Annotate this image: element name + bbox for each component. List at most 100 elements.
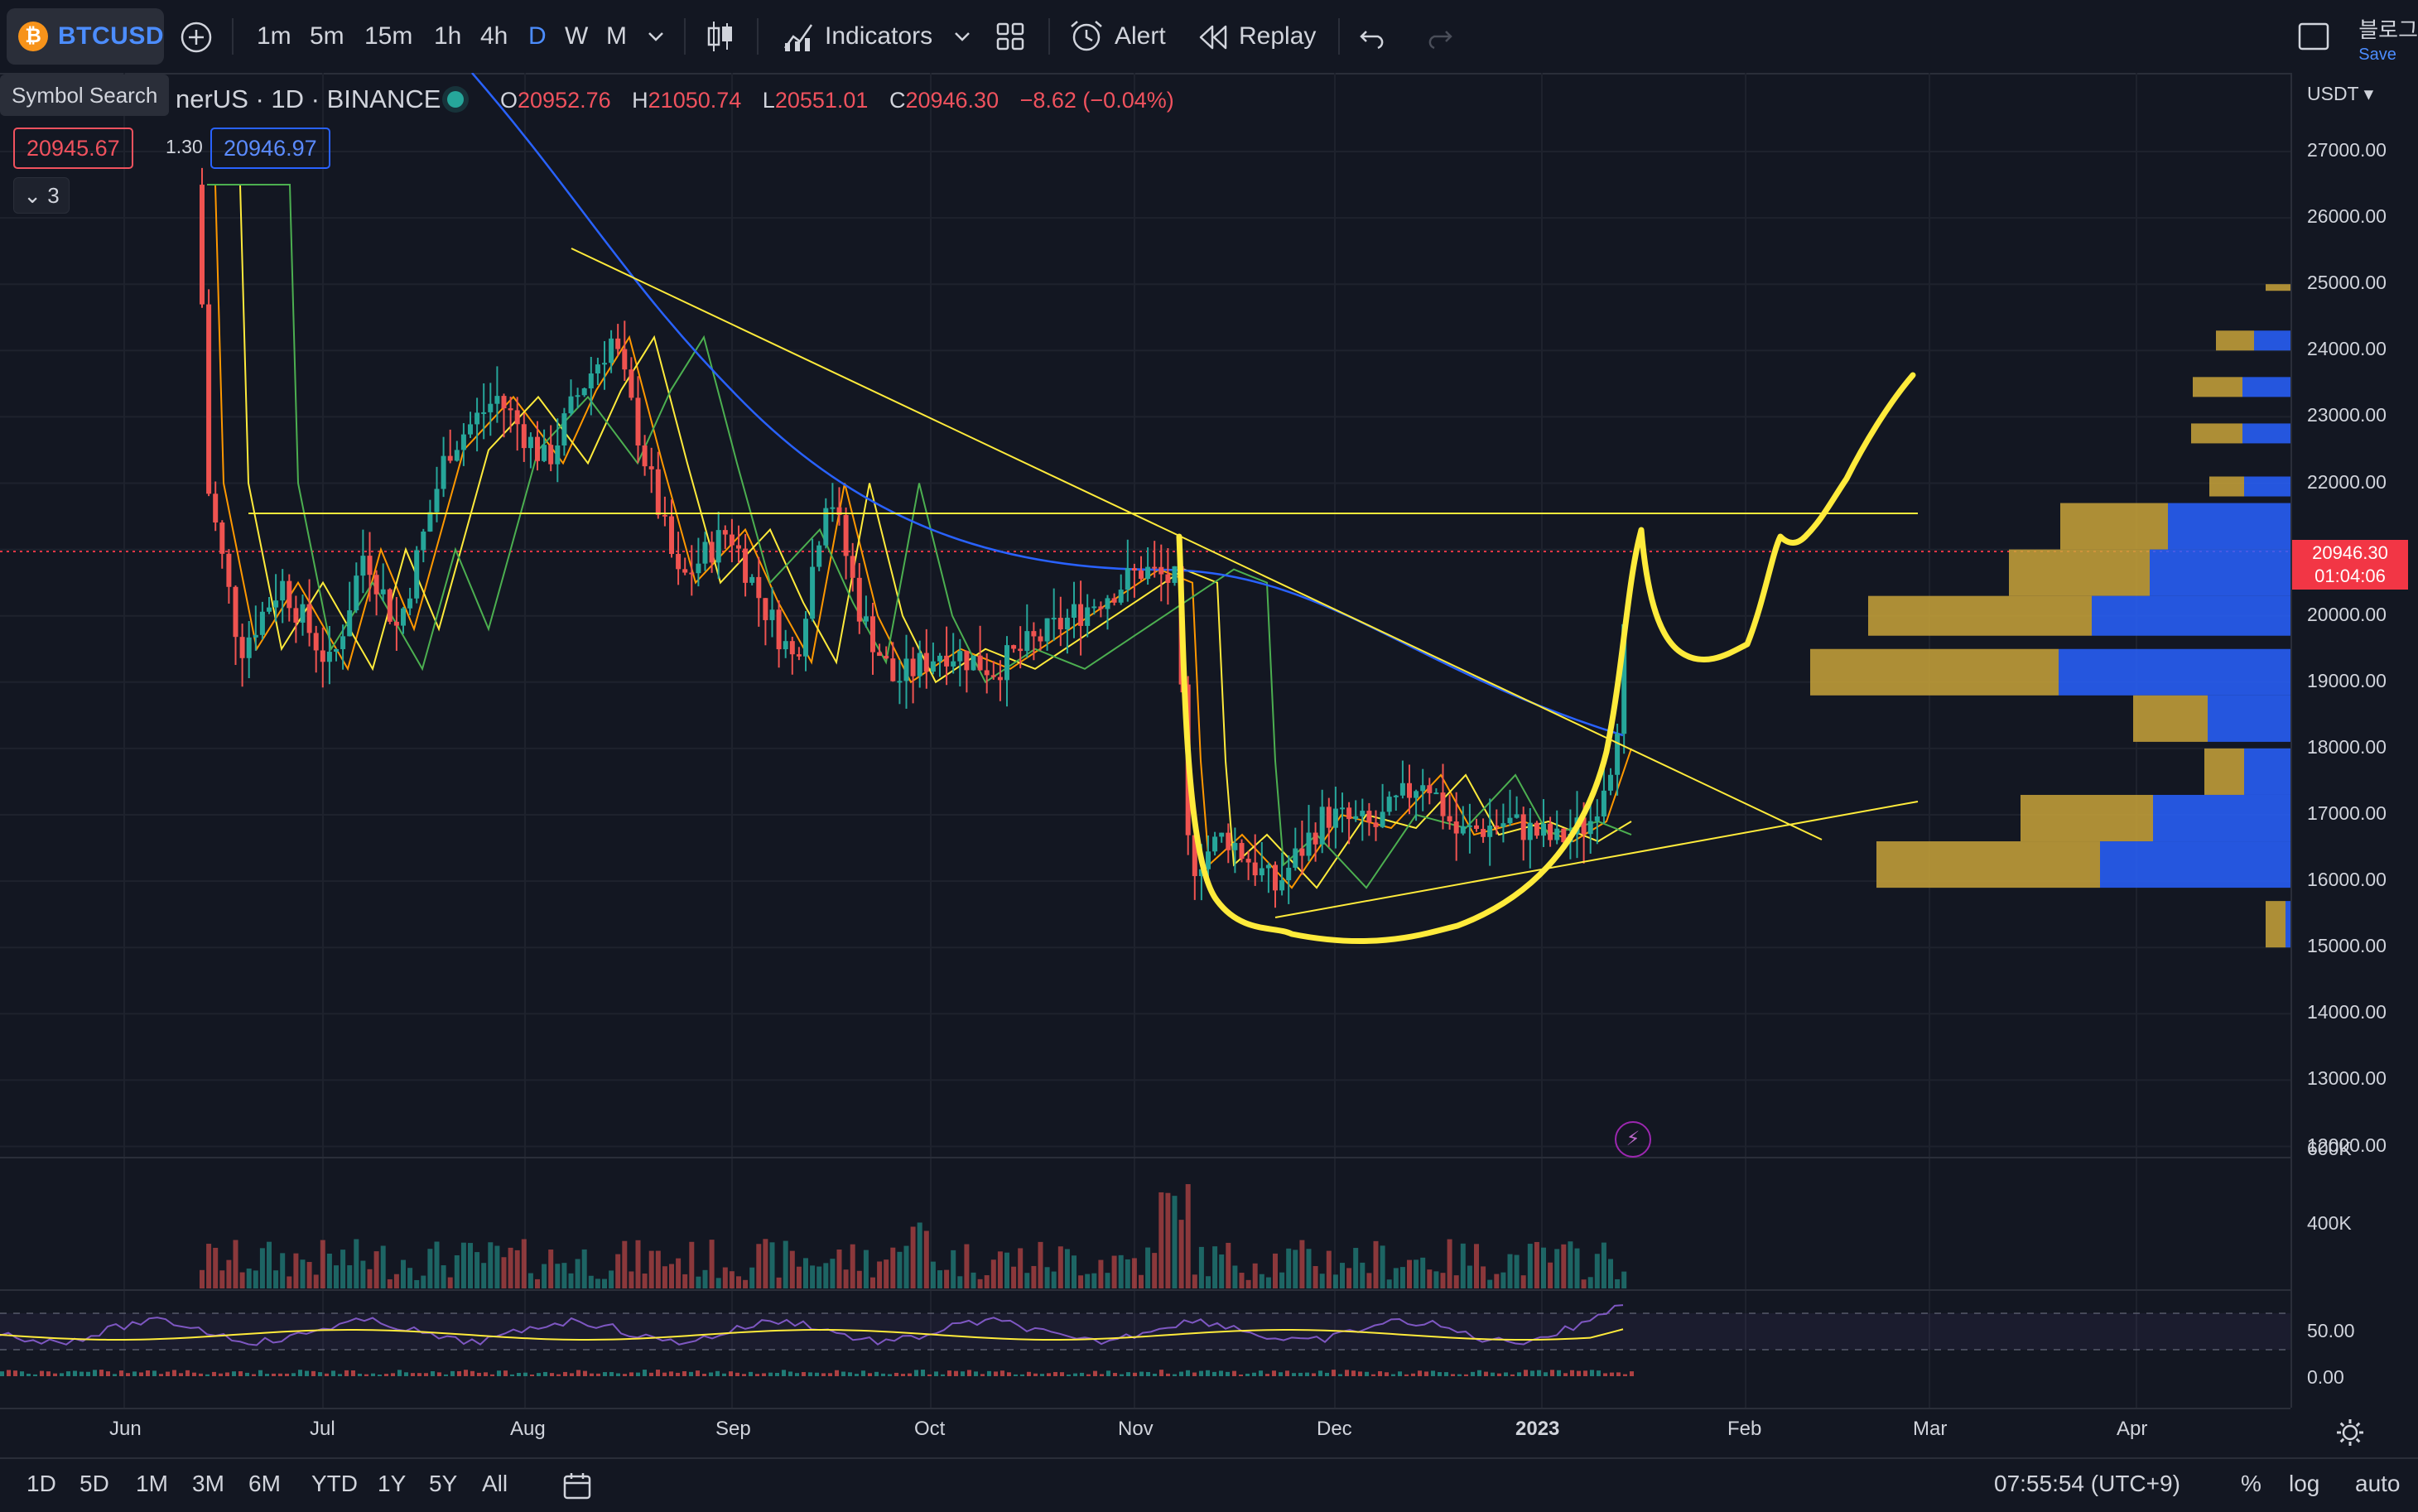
interval-dropdown-chevron-icon[interactable] — [646, 30, 666, 43]
volume-profile-up — [2059, 648, 2290, 696]
volume-bar — [259, 1248, 265, 1288]
calendar-icon[interactable] — [561, 1471, 595, 1500]
flash-icon[interactable]: ⚡ — [1615, 1121, 1651, 1158]
percent-toggle[interactable]: % — [2241, 1471, 2261, 1496]
volume-bar — [1245, 1279, 1251, 1288]
candle-body — [1072, 604, 1077, 618]
volume-bar — [441, 1265, 446, 1288]
candle-body — [971, 655, 976, 671]
macd-bar — [470, 1370, 474, 1376]
candle-body — [568, 396, 574, 414]
candles-icon[interactable] — [704, 18, 737, 55]
clock-timezone[interactable]: 07:55:54 (UTC+9) — [1994, 1471, 2180, 1496]
indicators-dropdown-chevron-icon[interactable] — [952, 30, 972, 43]
candle-body — [300, 604, 306, 623]
range-5y[interactable]: 5Y — [429, 1471, 458, 1496]
macd-bar — [1471, 1371, 1475, 1376]
settings-gear-icon[interactable] — [2334, 1416, 2367, 1449]
candle-body — [1273, 864, 1278, 891]
time-tick: 2023 — [1515, 1418, 1560, 1440]
range-3m[interactable]: 3M — [192, 1471, 224, 1496]
volume-bar — [696, 1276, 701, 1288]
range-6m[interactable]: 6M — [248, 1471, 281, 1496]
ohlc-values: O20952.76 H21050.74 L20551.01 C20946.30 … — [500, 88, 1174, 113]
layout-icon[interactable] — [2297, 22, 2330, 51]
macd-bar — [1497, 1373, 1501, 1376]
macd-bar — [66, 1371, 70, 1376]
interval-w[interactable]: W — [565, 22, 589, 50]
interval-15m[interactable]: 15m — [364, 22, 413, 50]
trendline-drawing — [571, 248, 1823, 840]
interval-1m[interactable]: 1m — [257, 22, 291, 50]
macd-bar — [755, 1374, 759, 1376]
bid-price[interactable]: 20945.67 — [13, 128, 133, 169]
range-1d[interactable]: 1D — [26, 1471, 56, 1496]
indicators-icon[interactable] — [782, 18, 815, 55]
candle-body — [1474, 825, 1479, 830]
volume-bar — [407, 1268, 413, 1288]
macd-bar — [762, 1373, 766, 1376]
replay-icon[interactable] — [1197, 23, 1231, 51]
save-button[interactable]: Save — [2358, 46, 2396, 64]
undo-icon[interactable] — [1358, 23, 1391, 50]
auto-toggle[interactable]: auto — [2355, 1471, 2401, 1496]
macd-bar — [1398, 1371, 1402, 1376]
volume-bar — [884, 1259, 889, 1288]
last-price-label: 20946.30 01:04:06 — [2292, 540, 2408, 590]
price-axis[interactable] — [2290, 73, 2418, 1408]
volume-profile-up — [2092, 595, 2290, 636]
candle-body — [259, 611, 265, 635]
macd-bar — [901, 1374, 905, 1376]
collapse-indicators-button[interactable]: ⌄ 3 — [13, 177, 70, 214]
range-ytd[interactable]: YTD — [311, 1471, 358, 1496]
range-5d[interactable]: 5D — [79, 1471, 109, 1496]
add-symbol-icon[interactable] — [179, 20, 214, 55]
redo-icon[interactable] — [1421, 23, 1454, 50]
candle-body — [696, 563, 701, 574]
macd-bar — [371, 1373, 375, 1376]
time-axis[interactable] — [0, 1408, 2290, 1456]
macd-bar — [530, 1374, 534, 1376]
interval-1h[interactable]: 1h — [434, 22, 462, 50]
templates-icon[interactable] — [995, 22, 1025, 51]
log-toggle[interactable]: log — [2289, 1471, 2320, 1496]
replay-button[interactable]: Replay — [1239, 22, 1317, 50]
candle-body — [1527, 822, 1533, 840]
symbol-search-button[interactable]: ₿ BTCUSD — [7, 8, 164, 65]
volume-bar — [581, 1249, 587, 1288]
interval-d[interactable]: D — [528, 22, 547, 50]
alert-icon[interactable] — [1068, 18, 1105, 55]
price-chart[interactable] — [0, 73, 2290, 1408]
candle-body — [964, 651, 970, 671]
range-1m[interactable]: 1M — [136, 1471, 168, 1496]
alert-button[interactable]: Alert — [1115, 22, 1166, 50]
interval-5m[interactable]: 5m — [310, 22, 344, 50]
macd-bar — [749, 1371, 753, 1376]
macd-bar — [1212, 1371, 1216, 1376]
ask-price[interactable]: 20946.97 — [210, 128, 330, 169]
candlesticks — [200, 167, 1627, 908]
candle-body — [542, 445, 547, 461]
macd-bar — [596, 1373, 600, 1376]
blog-link[interactable]: 블로그 Save — [2358, 17, 2418, 64]
user-drawings — [248, 248, 1919, 945]
macd-bar — [662, 1372, 667, 1376]
indicators-button[interactable]: Indicators — [825, 22, 933, 50]
macd-bar — [378, 1374, 382, 1376]
volume-bar — [501, 1257, 507, 1288]
interval-m[interactable]: M — [606, 22, 627, 50]
volume-bar — [1319, 1274, 1325, 1288]
macd-bar — [1106, 1370, 1110, 1376]
volume-bar — [783, 1240, 788, 1288]
range-all[interactable]: All — [482, 1471, 508, 1496]
volume-bar — [1011, 1266, 1017, 1288]
macd-bar — [1332, 1370, 1336, 1376]
range-1y[interactable]: 1Y — [378, 1471, 407, 1496]
macd-bar — [1086, 1374, 1091, 1376]
currency-selector[interactable]: USDT ▾ — [2307, 83, 2374, 104]
macd-bar — [73, 1370, 77, 1376]
interval-4h[interactable]: 4h — [480, 22, 508, 50]
volume-bar — [1326, 1250, 1332, 1288]
volume-bar — [1507, 1254, 1513, 1288]
candle-body — [1561, 828, 1567, 843]
